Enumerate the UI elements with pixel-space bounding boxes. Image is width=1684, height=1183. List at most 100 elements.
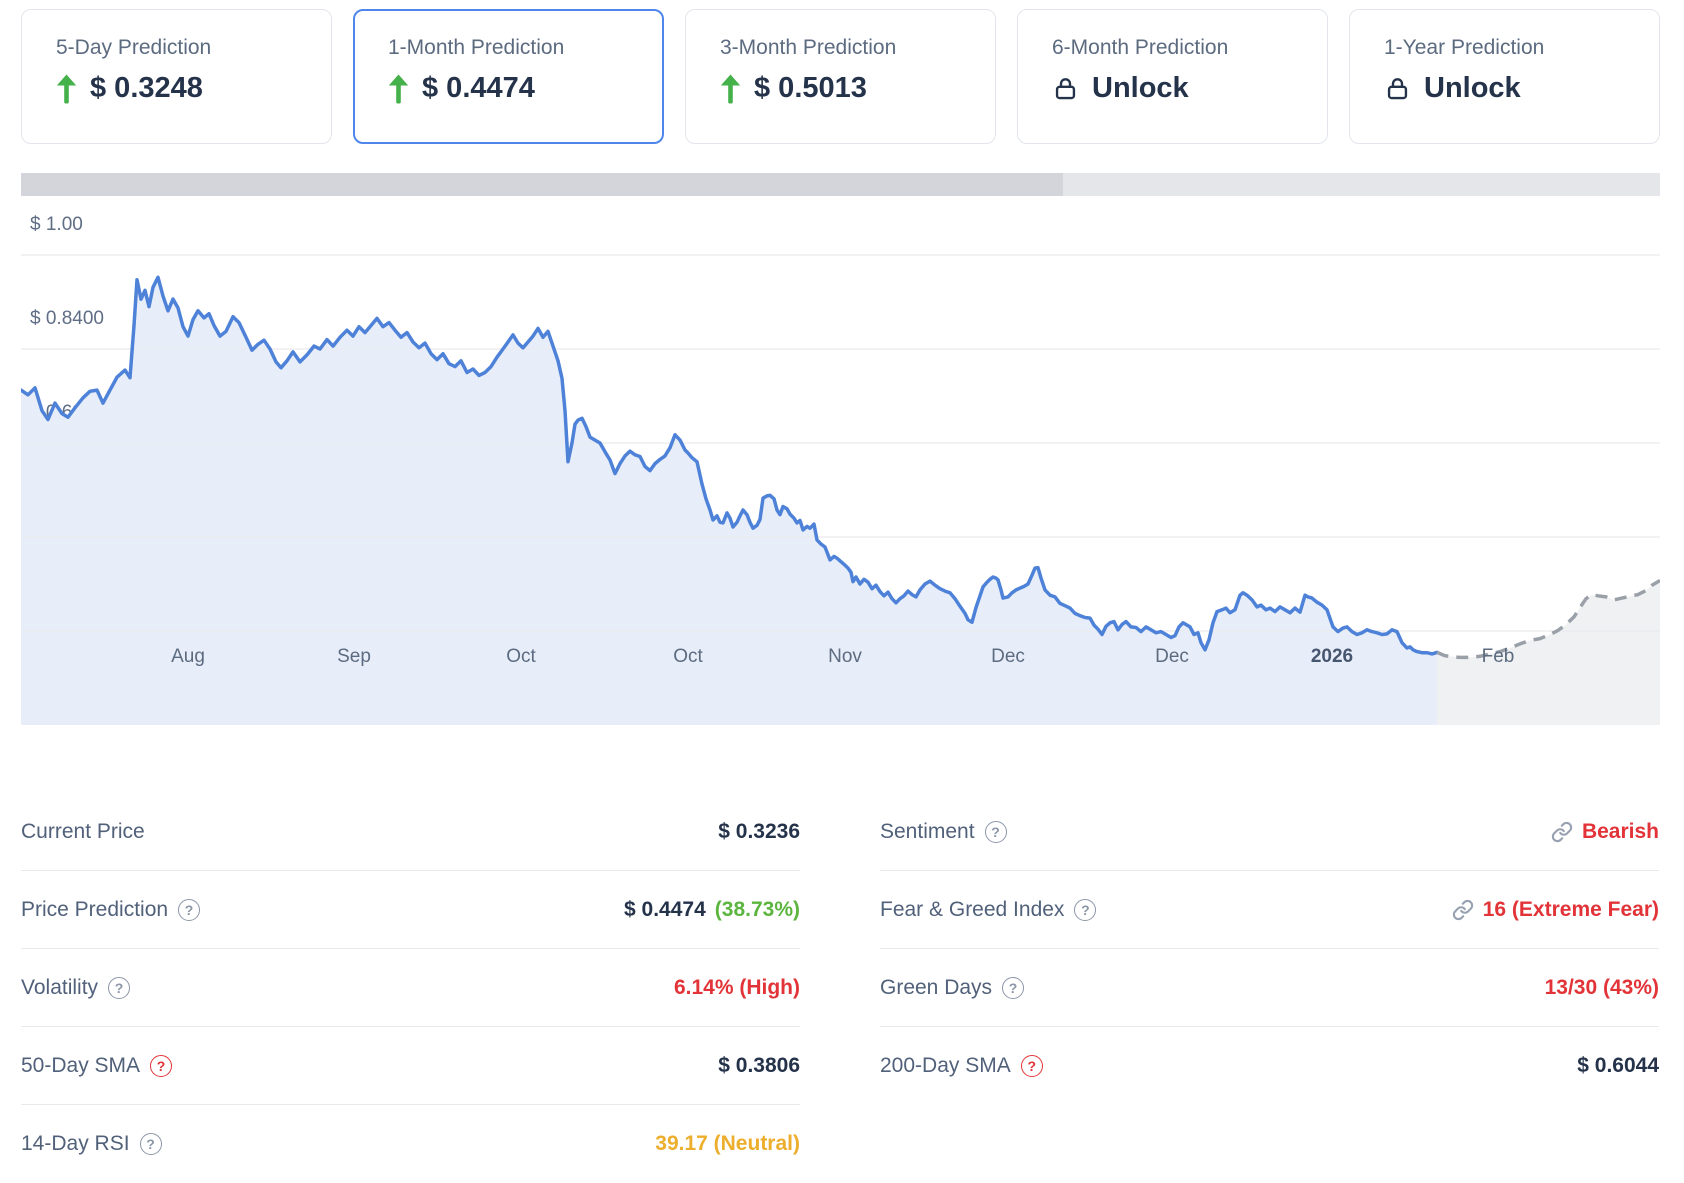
stat-label: 50-Day SMA — [21, 1053, 173, 1078]
stat-label-text: Green Days — [880, 975, 993, 999]
stat-value: 13/30 (43%) — [1545, 976, 1659, 1000]
stat-label-text: Sentiment — [880, 819, 975, 843]
x-axis-label: Aug — [171, 646, 205, 667]
card-label: 3-Month Prediction — [720, 36, 897, 59]
stat-value: $ 0.4474 (38.73%) — [624, 898, 800, 922]
card-value: $ 0.5013 — [720, 72, 985, 105]
stat-value-text[interactable]: 16 (Extreme Fear) — [1482, 897, 1659, 921]
prediction-card-1-month[interactable]: 1-Month Prediction $ 0.4474 — [353, 9, 664, 144]
stat-value-text: 13/30 (43%) — [1544, 975, 1659, 999]
x-axis-label: Feb — [1481, 646, 1515, 667]
prediction-line — [1436, 578, 1660, 660]
lock-icon — [1055, 78, 1076, 100]
stat-value-text: $ 0.3236 — [718, 819, 800, 843]
help-icon[interactable] — [150, 1054, 173, 1077]
help-icon[interactable] — [984, 820, 1007, 843]
stat-value-text: 6.14% (High) — [673, 975, 800, 999]
up-arrow-icon — [56, 74, 77, 103]
page-content: 5-Day Prediction $ 0.3248 1-Month Predicti… — [21, 0, 1660, 1178]
card-label: 5-Day Prediction — [56, 36, 212, 59]
card-value-text: Unlock — [1424, 72, 1521, 104]
card-value: $ 0.4474 — [388, 72, 653, 105]
stat-value: $ 0.6044 — [1577, 1054, 1659, 1078]
card-label: 1-Year Prediction — [1384, 36, 1545, 59]
help-icon[interactable] — [178, 898, 201, 921]
card-value-text: $ 0.3248 — [90, 72, 203, 104]
stat-label: Volatility — [21, 976, 131, 1000]
x-axis-label: Sep — [337, 646, 371, 667]
x-axis-label: Dec — [991, 646, 1025, 667]
y-axis-label: $ 0.8400 — [30, 308, 104, 329]
stat-label: Green Days — [880, 975, 1025, 1000]
stat-value[interactable]: 16 (Extreme Fear) — [1452, 898, 1659, 922]
stats-column-left: Current Price $ 0.3236 Price Prediction $ 0… — [21, 793, 800, 1183]
y-axis-label: $ 1.00 — [30, 214, 83, 235]
stat-row-green-days: Green Days 13/30 (43%) — [880, 949, 1659, 1027]
stat-value-text: $ 0.4474 — [624, 897, 706, 921]
stat-label: 14-Day RSI — [21, 1132, 162, 1156]
lock-icon — [1387, 78, 1408, 100]
stat-value: 39.17 (Neutral) — [655, 1132, 800, 1156]
link-icon — [1452, 899, 1473, 920]
stat-value: $ 0.3806 — [718, 1054, 800, 1078]
card-label: 6-Month Prediction — [1052, 36, 1229, 59]
stats-table: Current Price $ 0.3236 Price Prediction $ 0… — [21, 793, 1660, 1183]
stat-row-fear-greed-index: Fear & Greed Index 16 (Extreme Fear) — [880, 871, 1659, 949]
card-value: $ 0.3248 — [56, 72, 321, 105]
stat-row-volatility: Volatility 6.14% (High) — [21, 949, 800, 1027]
x-axis-label: Oct — [506, 646, 536, 667]
chart-range-selector[interactable] — [21, 173, 1660, 196]
card-value: Unlock — [1384, 72, 1649, 105]
price-chart-canvas[interactable] — [21, 195, 1660, 725]
stats-column-right: Sentiment Bearish Fear & Greed Index 16 (Ex… — [880, 793, 1659, 1183]
stat-value: 6.14% (High) — [674, 976, 800, 1000]
help-icon[interactable] — [139, 1133, 162, 1155]
stat-label: 200-Day SMA — [880, 1054, 1043, 1078]
stat-label: Fear & Greed Index — [880, 897, 1097, 922]
prediction-area — [1437, 580, 1660, 725]
card-value: Unlock — [1052, 72, 1317, 105]
up-arrow-icon — [388, 74, 409, 103]
x-axis-label: 2026 — [1310, 646, 1354, 667]
stat-row-50-day-sma: 50-Day SMA $ 0.3806 — [21, 1027, 800, 1105]
stat-value-text[interactable]: Bearish — [1581, 819, 1659, 843]
stat-label-text: 200-Day SMA — [880, 1054, 1011, 1077]
stat-row-current-price: Current Price $ 0.3236 — [21, 793, 800, 871]
help-icon[interactable] — [108, 976, 131, 999]
stat-value-text: $ 0.3806 — [718, 1053, 800, 1077]
history-line — [21, 275, 1439, 656]
stat-row-price-prediction: Price Prediction $ 0.4474 (38.73%) — [21, 871, 800, 949]
card-label: 1-Month Prediction — [388, 36, 565, 59]
stat-label-text: 14-Day RSI — [21, 1132, 130, 1155]
stat-label-text: 50-Day SMA — [21, 1053, 141, 1077]
stat-label-text: Current Price — [21, 819, 145, 843]
stat-value: $ 0.3236 — [718, 820, 800, 844]
prediction-card-1-year[interactable]: 1-Year Prediction Unlock — [1349, 9, 1660, 144]
stat-label: Current Price — [21, 820, 145, 844]
price-chart[interactable]: $ 1.00$ 0.8400$ 0.6800$ 0.5200$ 0.3600Au… — [21, 195, 1660, 725]
stat-row-14-day-rsi: 14-Day RSI 39.17 (Neutral) — [21, 1105, 800, 1183]
stat-row-200-day-sma: 200-Day SMA $ 0.6044 — [880, 1027, 1659, 1105]
help-icon[interactable] — [1020, 1055, 1043, 1077]
prediction-card-6-month[interactable]: 6-Month Prediction Unlock — [1017, 9, 1328, 144]
up-arrow-icon — [720, 74, 741, 103]
stat-row-sentiment: Sentiment Bearish — [880, 793, 1659, 871]
help-icon[interactable] — [1002, 976, 1025, 999]
history-area — [21, 277, 1437, 725]
chart-range-selected-handle[interactable] — [21, 173, 1064, 196]
stat-label: Sentiment — [880, 820, 1007, 844]
stat-label-text: Fear & Greed Index — [880, 897, 1065, 921]
stat-value-text: 39.17 (Neutral) — [655, 1132, 800, 1155]
card-value-text: $ 0.5013 — [754, 72, 867, 104]
stat-label-text: Price Prediction — [21, 897, 169, 921]
card-value-text: $ 0.4474 — [422, 72, 535, 104]
stat-value-text: $ 0.6044 — [1577, 1054, 1659, 1077]
x-axis-label: Nov — [828, 646, 862, 667]
stat-label: Price Prediction — [21, 897, 201, 922]
prediction-cards: 5-Day Prediction $ 0.3248 1-Month Predicti… — [21, 9, 1660, 144]
stat-value[interactable]: Bearish — [1551, 820, 1659, 844]
prediction-card-5-day[interactable]: 5-Day Prediction $ 0.3248 — [21, 9, 332, 144]
help-icon[interactable] — [1074, 898, 1097, 921]
prediction-card-3-month[interactable]: 3-Month Prediction $ 0.5013 — [685, 9, 996, 144]
x-axis-label: Oct — [673, 646, 703, 667]
